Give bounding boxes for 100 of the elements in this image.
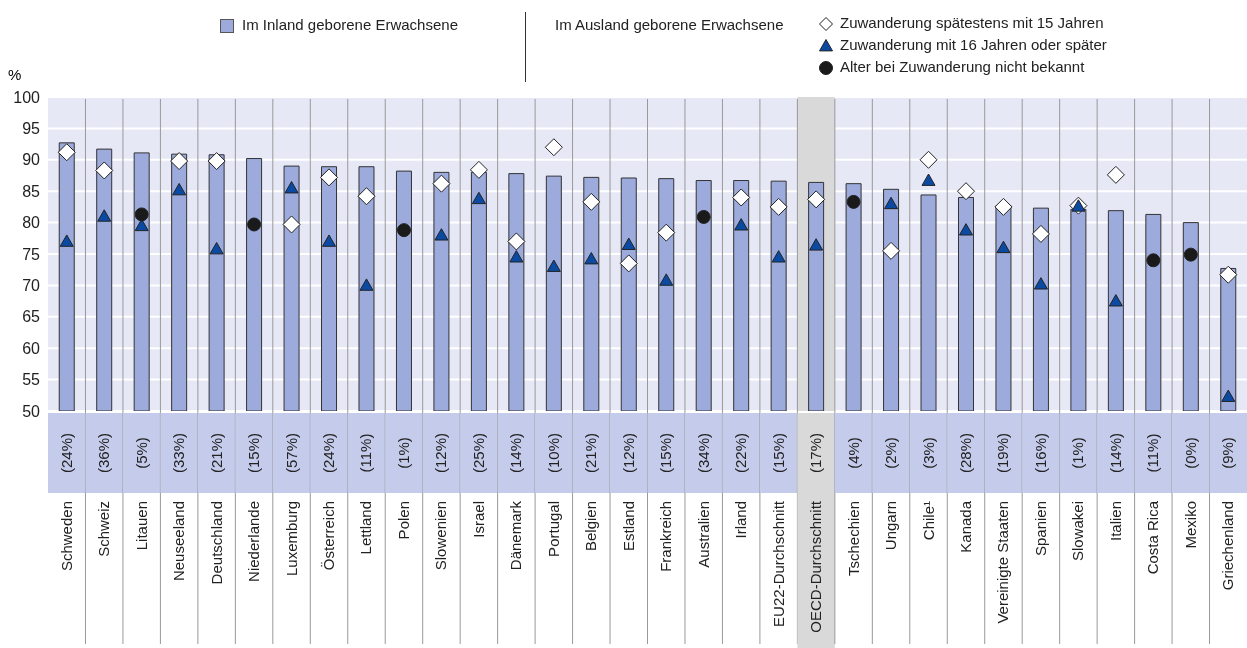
y-tick-label: 95 xyxy=(22,120,41,138)
text: (28%) xyxy=(956,432,974,474)
legend-title: Im Ausland geborene Erwachsene xyxy=(555,16,784,33)
point xyxy=(659,273,674,286)
point xyxy=(769,197,788,216)
y-tick-label: 50 xyxy=(22,402,41,420)
point xyxy=(282,215,301,234)
text: (21%) xyxy=(207,432,225,474)
text: (5%) xyxy=(132,437,150,469)
x-tick-label: Mexiko xyxy=(1181,501,1199,549)
x-tick-label: Lettland xyxy=(357,501,375,555)
point xyxy=(471,191,486,205)
text: (57%) xyxy=(282,432,300,474)
point xyxy=(958,223,973,236)
x-tick-label: Schweden xyxy=(57,501,75,572)
point xyxy=(1221,389,1236,402)
text: (10%) xyxy=(544,432,562,474)
x-tick-label: Neuseeland xyxy=(170,501,188,582)
text: (12%) xyxy=(432,432,450,474)
point xyxy=(732,188,751,207)
text: (12%) xyxy=(619,432,637,474)
point xyxy=(921,173,936,186)
point xyxy=(1146,253,1161,268)
point xyxy=(434,228,449,241)
point xyxy=(509,250,524,263)
x-tick-label: Costa Rica xyxy=(1144,500,1162,575)
text: (9%) xyxy=(1219,437,1237,469)
text: (19%) xyxy=(994,432,1012,474)
text: (2%) xyxy=(882,437,900,469)
x-tick-label: Estland xyxy=(619,501,637,552)
point xyxy=(919,150,938,169)
point xyxy=(1106,165,1125,184)
point xyxy=(247,217,262,232)
point xyxy=(884,196,899,210)
text: (24%) xyxy=(57,432,75,474)
point xyxy=(209,241,224,255)
point xyxy=(134,218,149,232)
y-tick-label: 75 xyxy=(22,245,41,263)
text: (21%) xyxy=(582,432,600,474)
y-tick-label: 80 xyxy=(22,214,41,232)
text: (33%) xyxy=(170,432,188,474)
x-tick-label: Irland xyxy=(732,501,750,539)
text: (11%) xyxy=(1144,433,1162,473)
point xyxy=(207,152,226,171)
x-tick-label: Ungarn xyxy=(882,501,900,551)
point xyxy=(1219,265,1238,284)
x-tick-label: Slowenien xyxy=(432,501,450,571)
x-tick-label: Schweiz xyxy=(95,501,113,557)
point xyxy=(57,143,76,162)
y-tick-label: 100 xyxy=(13,88,41,106)
x-tick-label: Slowakei xyxy=(1069,501,1087,562)
point xyxy=(809,238,824,251)
text: (16%) xyxy=(1031,432,1049,474)
point xyxy=(97,209,112,222)
point xyxy=(882,241,901,260)
point xyxy=(95,161,114,180)
legend-label: Zuwanderung mit 16 Jahren oder später xyxy=(839,36,1107,55)
text: (11%) xyxy=(357,433,375,473)
text: (22%) xyxy=(732,432,750,474)
point xyxy=(170,152,189,171)
text: (3%) xyxy=(919,437,937,469)
x-tick-label: Polen xyxy=(394,501,412,540)
x-tick-label: Griechenland xyxy=(1219,501,1237,591)
legend-label: Zuwanderung spätestens mit 15 Jahren xyxy=(839,14,1104,33)
text: (4%) xyxy=(844,437,862,469)
y-tick-label: 65 xyxy=(22,308,41,326)
point xyxy=(807,190,826,209)
point xyxy=(1183,247,1198,262)
y-tick-label: 55 xyxy=(22,371,41,389)
x-tick-label: Portugal xyxy=(544,501,562,557)
point xyxy=(59,234,74,247)
x-tick-label: OECD-Durchschnitt xyxy=(807,500,825,633)
point xyxy=(996,240,1011,254)
point xyxy=(172,182,187,196)
text: (14%) xyxy=(1106,432,1124,474)
text: (34%) xyxy=(694,432,712,474)
text: (1%) xyxy=(394,437,412,469)
text: (15%) xyxy=(657,432,675,474)
text: (1%) xyxy=(1069,437,1087,469)
point xyxy=(322,234,337,247)
x-tick-label: Dänemark xyxy=(507,500,525,571)
point xyxy=(359,278,374,291)
x-tick-label: Belgien xyxy=(582,501,600,552)
point xyxy=(320,168,339,187)
y-tick-label: 90 xyxy=(22,151,41,169)
point xyxy=(544,138,563,157)
text: (15%) xyxy=(769,432,787,474)
x-tick-label: Niederlande xyxy=(245,501,263,582)
point xyxy=(432,174,451,193)
point xyxy=(696,209,711,224)
x-tick-label: Österreich xyxy=(320,501,338,571)
x-tick-label: Israel xyxy=(469,501,487,538)
point xyxy=(584,252,599,265)
x-tick-label: Australien xyxy=(694,501,712,568)
text: (15%) xyxy=(245,432,263,474)
text: (24%) xyxy=(320,432,338,474)
x-tick-label: Spanien xyxy=(1031,501,1049,557)
text: (0%) xyxy=(1181,437,1199,469)
legend-label: Alter bei Zuwanderung nicht bekannt xyxy=(839,58,1085,77)
point xyxy=(657,223,676,242)
